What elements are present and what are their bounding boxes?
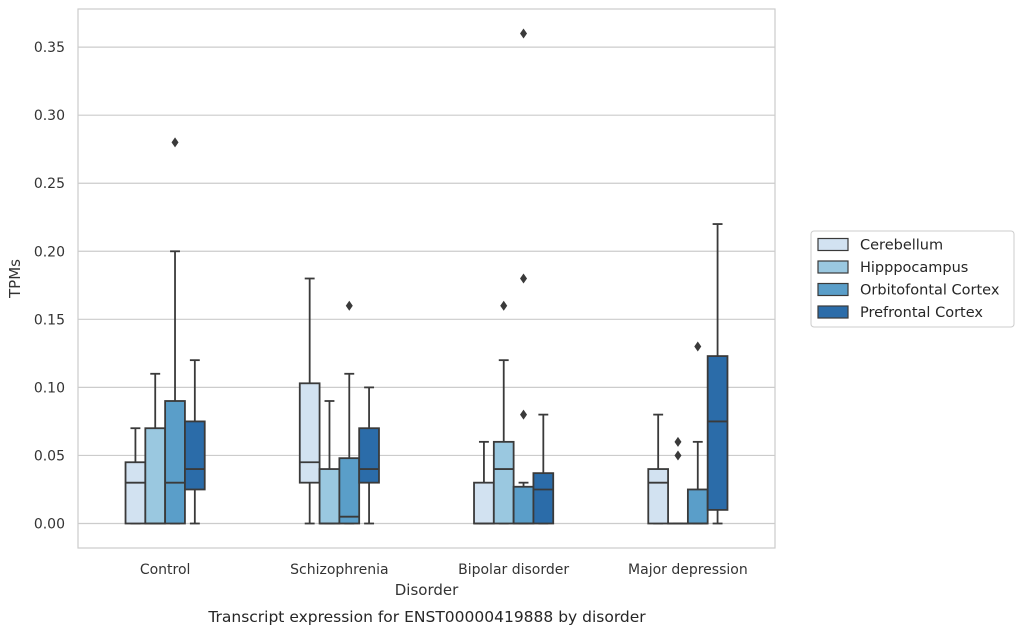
legend-swatch (817, 237, 849, 252)
box-iqr (706, 355, 729, 511)
x-axis-title: Disorder (395, 581, 459, 599)
x-tick-label: Control (140, 562, 191, 578)
box-iqr (473, 481, 495, 525)
outlier-point (520, 28, 528, 39)
outlier-point (345, 300, 353, 311)
legend: Cerebellum Hipppocampus Orbitofontal Corte… (810, 230, 1015, 328)
y-tick-label: 0.15 (34, 312, 65, 328)
box-iqr (686, 488, 709, 525)
box-iqr (184, 420, 206, 491)
legend-label: Hipppocampus (860, 260, 968, 276)
box-orbitofontal-cortex (512, 28, 535, 525)
legend-frame (810, 230, 1015, 328)
box-hipppocampus (492, 300, 515, 525)
x-tick-label: Schizophrenia (290, 562, 388, 578)
y-tick-label: 0.35 (34, 40, 65, 56)
legend-swatch (817, 282, 849, 297)
box-iqr (338, 457, 361, 525)
legend-swatch (817, 305, 849, 319)
box-iqr (298, 382, 321, 484)
box-plot-series (124, 28, 729, 525)
box-prefrontal-cortex (706, 223, 729, 525)
y-tick-label: 0.30 (34, 108, 65, 124)
box-orbitofontal-cortex (686, 341, 709, 525)
outlier-point (500, 300, 508, 311)
outlier-point (171, 137, 179, 148)
legend-swatch (817, 260, 849, 274)
box-iqr (532, 472, 555, 525)
y-tick-label: 0.05 (34, 448, 65, 464)
legend-item: Hipppocampus (817, 260, 968, 276)
box-cerebellum (473, 440, 495, 525)
outlier-point (520, 409, 528, 420)
y-tick-label: 0.25 (34, 176, 65, 192)
box-iqr (647, 468, 669, 525)
box-iqr (144, 427, 167, 525)
box-prefrontal-cortex (532, 413, 555, 525)
y-axis-ticks: 0.00 0.05 0.10 0.15 0.20 0.25 0.30 0.35 (34, 40, 65, 532)
box-orbitofontal-cortex (338, 300, 361, 525)
box-iqr (492, 440, 515, 525)
box-cerebellum (124, 427, 147, 525)
outlier-point (674, 436, 682, 447)
outlier-point (694, 341, 702, 352)
legend-label: Cerebellum (860, 238, 943, 254)
box-prefrontal-cortex (358, 386, 380, 525)
box-iqr (512, 485, 535, 525)
box-iqr (124, 461, 147, 525)
legend-item: Prefrontal Cortex (817, 305, 983, 321)
y-axis-title: TPMs (6, 259, 24, 299)
plot-frame (77, 8, 776, 549)
box-iqr (318, 468, 341, 525)
box-iqr (358, 427, 380, 484)
outlier-point (674, 450, 682, 461)
outlier-point (520, 273, 528, 284)
legend-item: Orbitofontal Cortex (817, 282, 1000, 299)
box-orbitofontal-cortex (164, 137, 186, 525)
x-tick-label: Bipolar disorder (458, 562, 569, 578)
box-cerebellum (647, 413, 669, 525)
legend-label: Orbitofontal Cortex (860, 283, 1000, 299)
box-iqr (164, 400, 186, 525)
x-axis-ticks: Control Schizophrenia Bipolar disorder Majo… (140, 562, 748, 578)
legend-label: Prefrontal Cortex (860, 305, 983, 321)
x-tick-label: Major depression (628, 562, 748, 578)
chart-caption: Transcript expression for ENST0000041988… (207, 608, 646, 626)
y-tick-label: 0.10 (34, 380, 65, 396)
y-tick-label: 0.00 (34, 517, 65, 533)
y-tick-label: 0.20 (34, 244, 65, 260)
legend-item: Cerebellum (817, 237, 943, 254)
box-prefrontal-cortex (184, 359, 206, 525)
box-cerebellum (298, 277, 321, 525)
